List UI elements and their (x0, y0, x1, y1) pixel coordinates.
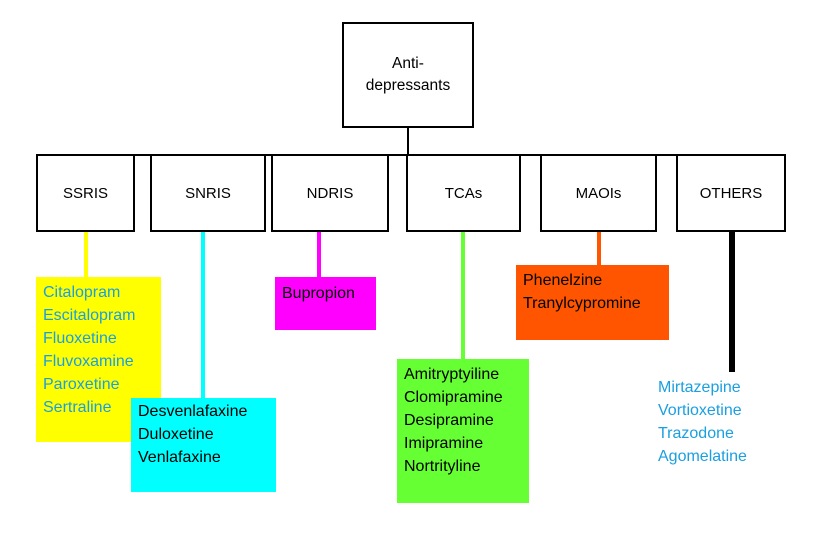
category-ssris: SSRIS (36, 154, 135, 232)
category-label: SNRIS (185, 184, 231, 202)
drug-item: Nortrityline (404, 458, 481, 475)
drug-item: Imipramine (404, 435, 484, 452)
drug-item: Tranylcypromine (523, 295, 641, 312)
drug-list-maois: Phenelzine Tranylcypromine (516, 265, 669, 340)
drug-item: Citalopram (43, 284, 121, 301)
drug-item: Bupropion (282, 285, 355, 302)
drug-item: Phenelzine (523, 272, 603, 289)
drug-item: Paroxetine (43, 376, 120, 393)
category-maois: MAOIs (540, 154, 657, 232)
drug-item: Agomelatine (658, 448, 747, 465)
category-others: OTHERS (676, 154, 786, 232)
drug-list-snris: Desvenlafaxine Duloxetine Venlafaxine (131, 398, 276, 492)
drug-item: Duloxetine (138, 426, 214, 443)
drug-item: Venlafaxine (138, 449, 221, 466)
root-label: Anti- depressants (365, 55, 451, 94)
category-label: TCAs (444, 184, 483, 202)
category-bar (36, 154, 758, 156)
stem-maois (597, 232, 601, 266)
drug-item: Sertraline (43, 399, 112, 416)
drug-item: Fluoxetine (43, 330, 117, 347)
root-node: Anti- depressants (342, 22, 474, 128)
root-connector (407, 128, 409, 155)
drug-item: Clomipramine (404, 389, 503, 406)
category-snris: SNRIS (150, 154, 266, 232)
category-label: SSRIS (62, 184, 108, 202)
stem-snris (201, 232, 205, 402)
category-label: MAOIs (575, 184, 622, 202)
drug-item: Desvenlafaxine (138, 403, 248, 420)
drug-item: Vortioxetine (658, 402, 742, 419)
category-label: OTHERS (699, 184, 763, 202)
stem-tcas (461, 232, 465, 360)
drug-list-ndris: Bupropion (275, 277, 376, 330)
drug-item: Desipramine (404, 412, 494, 429)
category-ndris: NDRIS (271, 154, 389, 232)
stem-ndris (317, 232, 321, 278)
drug-list-tcas: Amitryptyiline Clomipramine Desipramine … (397, 359, 529, 503)
stem-others (729, 232, 735, 372)
category-tcas: TCAs (406, 154, 521, 232)
stem-ssris (84, 232, 88, 278)
drug-item: Escitalopram (43, 307, 136, 324)
drug-list-others: Mirtazepine Vortioxetine Trazodone Agome… (651, 374, 776, 470)
drug-item: Amitryptyiline (404, 366, 500, 383)
category-label: NDRIS (306, 184, 354, 202)
drug-item: Fluvoxamine (43, 353, 134, 370)
drug-item: Trazodone (658, 425, 734, 442)
drug-item: Mirtazepine (658, 379, 741, 396)
